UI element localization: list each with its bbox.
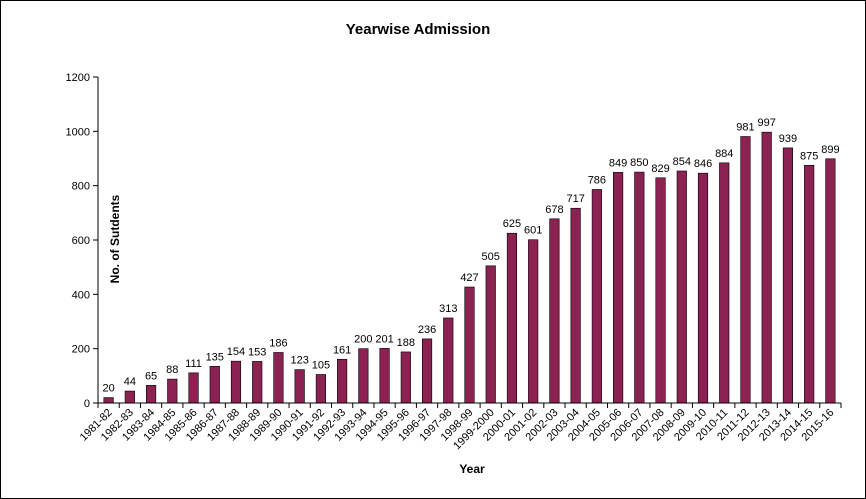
data-label: 786 [588, 174, 606, 186]
y-tick-label: 600 [72, 235, 90, 247]
data-label: 505 [482, 251, 500, 263]
data-label: 135 [206, 351, 224, 363]
bar [209, 366, 220, 404]
data-label: 186 [269, 337, 287, 349]
bar [506, 232, 518, 404]
data-label: 997 [758, 117, 776, 129]
bar [485, 265, 496, 404]
y-tick-label: 1000 [66, 126, 90, 138]
data-label: 201 [375, 333, 393, 345]
data-label: 105 [312, 359, 330, 371]
bar [464, 286, 475, 404]
bar [337, 358, 348, 404]
y-tick-label: 200 [72, 344, 90, 356]
bar [613, 172, 624, 404]
bar [379, 348, 390, 404]
bar [400, 351, 411, 404]
bar [549, 218, 560, 404]
bar [740, 136, 751, 404]
data-label: 313 [439, 303, 457, 315]
data-label: 236 [418, 324, 436, 336]
bar [719, 162, 730, 404]
bar [697, 172, 709, 404]
data-label: 154 [227, 346, 245, 358]
data-label: 884 [715, 148, 733, 160]
data-label: 200 [354, 334, 372, 346]
data-label: 601 [524, 225, 542, 237]
y-tick-label: 1200 [66, 72, 90, 84]
bar [761, 131, 772, 404]
bar [591, 189, 602, 404]
data-label: 875 [800, 150, 818, 162]
bar [358, 348, 369, 404]
bar [315, 374, 326, 404]
bar [570, 207, 581, 404]
data-label: 854 [673, 156, 691, 168]
data-label: 717 [566, 193, 584, 205]
bar [188, 372, 199, 404]
bar [145, 385, 157, 404]
data-label: 850 [630, 157, 648, 169]
bar [230, 360, 242, 404]
bar [804, 164, 815, 404]
bar [655, 177, 666, 404]
data-label: 849 [609, 157, 627, 169]
bar [443, 317, 454, 404]
bar [273, 352, 284, 404]
bar [825, 158, 836, 404]
y-tick-label: 800 [72, 181, 90, 193]
x-axis-label: Year [459, 462, 485, 476]
data-label: 939 [779, 133, 797, 145]
data-label: 427 [460, 272, 478, 284]
bar [528, 239, 539, 404]
bar [252, 361, 263, 404]
data-label: 899 [821, 144, 839, 156]
bar [103, 397, 114, 404]
data-label: 20 [102, 383, 114, 395]
data-label: 88 [166, 364, 178, 376]
data-label: 678 [545, 204, 563, 216]
data-label: 161 [333, 344, 351, 356]
bar [294, 369, 305, 404]
data-label: 625 [503, 218, 521, 230]
data-label: 846 [694, 158, 712, 170]
x-axis: 1981-821982-831983-841984-851985-861986-… [78, 402, 842, 452]
bar [167, 378, 178, 404]
bar [124, 390, 135, 404]
bar [676, 170, 687, 404]
data-label: 44 [124, 376, 136, 388]
bars-group [103, 131, 836, 404]
data-label: 123 [290, 355, 308, 367]
bar [421, 338, 433, 404]
y-axis-label: No. of Sutdents [108, 194, 122, 283]
y-tick-label: 400 [72, 289, 90, 301]
bar [634, 171, 645, 404]
data-label: 188 [397, 337, 415, 349]
data-label: 65 [145, 370, 157, 382]
chart-title: Yearwise Admission [346, 21, 491, 38]
data-label: 153 [248, 346, 266, 358]
data-label: 981 [736, 121, 754, 133]
data-label: 111 [185, 358, 202, 370]
y-tick-label: 0 [84, 398, 90, 410]
y-axis: 0 200 400 600 800 1000 1200 [66, 72, 99, 410]
data-label: 829 [651, 163, 669, 175]
bar [782, 147, 794, 404]
